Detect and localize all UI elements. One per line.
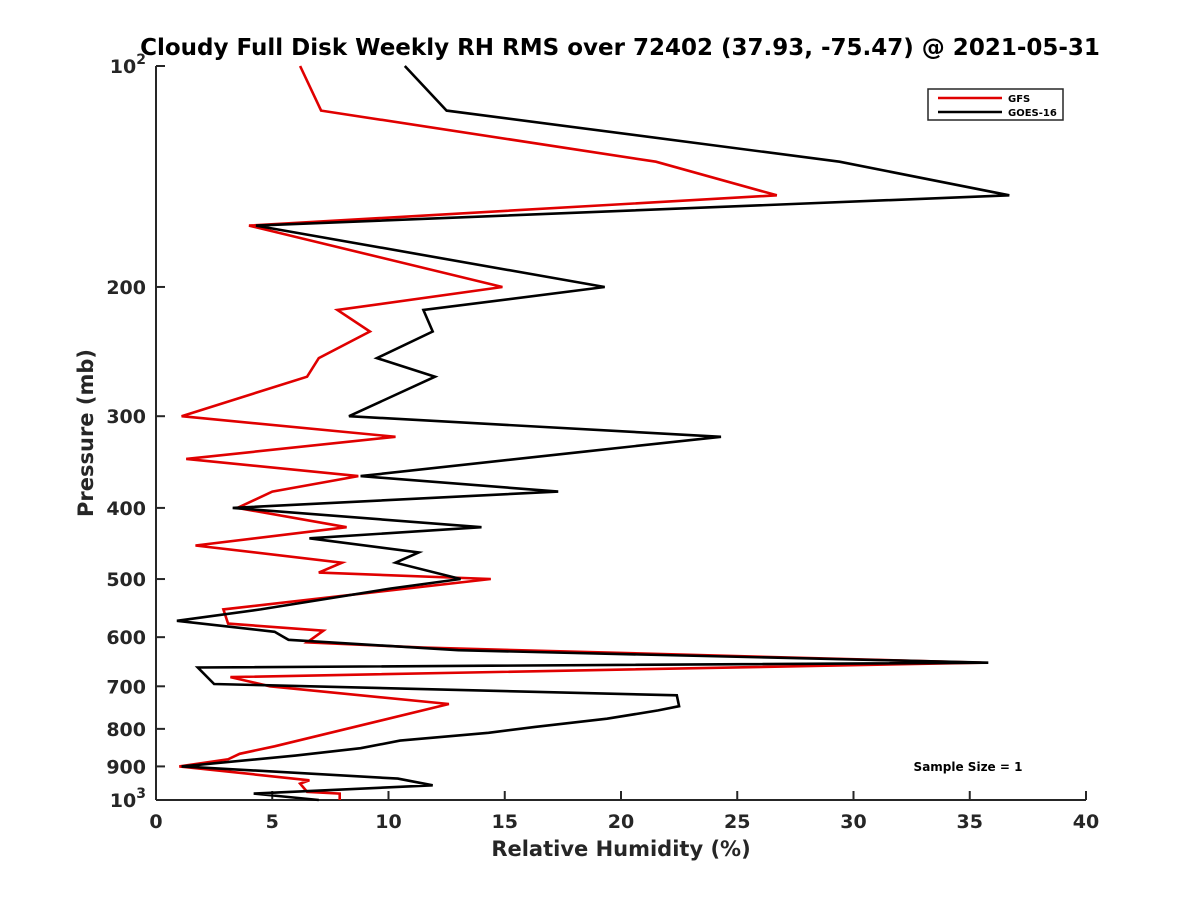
y-tick-label: 102 xyxy=(110,52,146,78)
x-tick-label: 0 xyxy=(149,811,162,833)
y-tick-exponent: 3 xyxy=(136,786,146,802)
legend-label: GFS xyxy=(1008,94,1030,105)
y-axis-label: Pressure (mb) xyxy=(74,349,98,517)
chart-title: Cloudy Full Disk Weekly RH RMS over 7240… xyxy=(140,35,1100,61)
sample-size-annotation: Sample Size = 1 xyxy=(914,760,1023,774)
x-tick-label: 15 xyxy=(492,811,518,833)
series-lines xyxy=(176,65,1010,802)
y-tick-label: 800 xyxy=(106,719,146,741)
x-tick-label: 10 xyxy=(375,811,401,833)
y-tick-exponent: 2 xyxy=(136,52,146,68)
y-tick-label: 200 xyxy=(106,277,146,299)
series-line-goes-16 xyxy=(176,65,1010,802)
legend: GFS GOES-16 xyxy=(927,88,1064,121)
x-tick-label: 5 xyxy=(266,811,279,833)
y-tick-label: 300 xyxy=(106,406,146,428)
x-axis-ticks: 0 5 10 15 20 25 30 35 40 xyxy=(149,791,1099,833)
x-axis-label: Relative Humidity (%) xyxy=(491,837,750,861)
y-tick-label: 500 xyxy=(106,569,146,591)
y-tick-base: 10 xyxy=(110,56,136,78)
y-tick-base: 10 xyxy=(110,790,136,812)
x-tick-label: 35 xyxy=(957,811,983,833)
y-tick-label: 900 xyxy=(106,756,146,778)
legend-label: GOES-16 xyxy=(1008,108,1057,119)
x-tick-label: 20 xyxy=(608,811,634,833)
x-tick-label: 30 xyxy=(840,811,866,833)
y-tick-label: 400 xyxy=(106,498,146,520)
y-tick-label: 103 xyxy=(110,786,146,812)
series-line-gfs xyxy=(179,65,982,800)
x-tick-label: 25 xyxy=(724,811,750,833)
x-tick-label: 40 xyxy=(1073,811,1099,833)
y-tick-label: 600 xyxy=(106,627,146,649)
legend-box xyxy=(927,88,1064,121)
y-tick-label: 700 xyxy=(106,676,146,698)
